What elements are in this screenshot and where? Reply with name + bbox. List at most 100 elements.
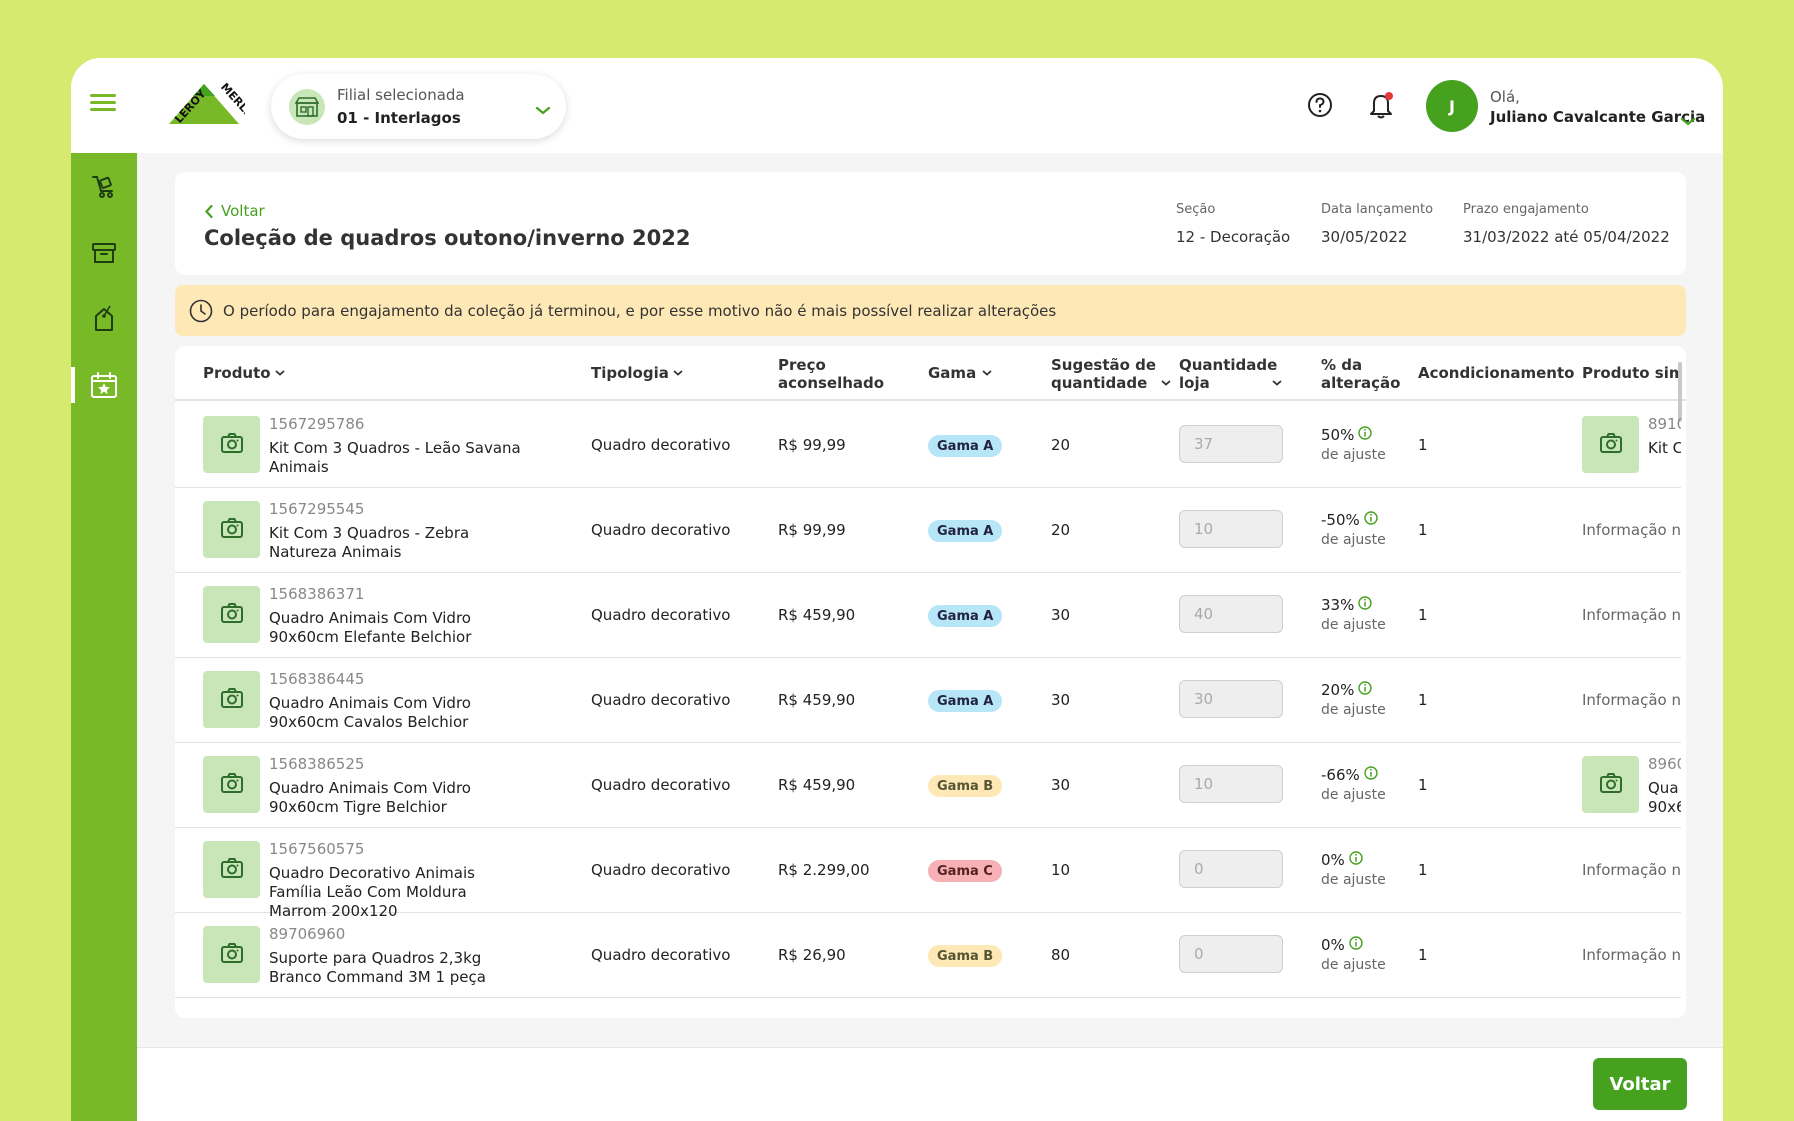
meta-label: Data lançamento	[1321, 202, 1434, 217]
change-percent-caption: de ajuste	[1321, 702, 1386, 718]
column-header-sugestao[interactable]: Sugestão de quantidade	[1051, 356, 1172, 392]
product-name: Quadro Animais Com Vidro 90x60cm Tigre B…	[269, 779, 471, 816]
info-icon[interactable]	[1349, 936, 1363, 954]
column-header-produto[interactable]: Produto	[203, 364, 286, 382]
meta-label: Prazo engajamento	[1463, 202, 1589, 217]
info-icon[interactable]	[1358, 681, 1373, 699]
camera-icon	[220, 602, 244, 628]
table-header: Produto Tipologia Preço aconselhado Gama …	[175, 346, 1686, 401]
price-cell: R$ 2.299,00	[778, 861, 870, 879]
change-percent-caption: de ajuste	[1321, 447, 1386, 463]
chevron-left-icon	[205, 204, 213, 218]
store-quantity-input[interactable]	[1179, 595, 1283, 633]
column-header-gama[interactable]: Gama	[928, 364, 993, 382]
chevron-down-icon	[1272, 380, 1282, 386]
acondicionamento-cell: 1	[1418, 691, 1428, 709]
acondicionamento-cell: 1	[1418, 946, 1428, 964]
store-quantity-input[interactable]	[1179, 680, 1283, 718]
similar-product-image[interactable]	[1582, 416, 1639, 473]
leroy-merlin-logo[interactable]: LEROY MERLIN	[163, 78, 259, 128]
gama-badge: Gama B	[928, 945, 1003, 967]
column-header-tipologia[interactable]: Tipologia	[591, 364, 684, 382]
product-name: Kit Com 3 Quadros - Zebra Natureza Anima…	[269, 524, 470, 561]
change-percent: 0%	[1321, 851, 1363, 869]
camera-icon	[1599, 772, 1623, 798]
store-icon	[289, 89, 325, 125]
similar-product-code: 8960	[1648, 755, 1681, 773]
similar-product-image[interactable]	[1582, 756, 1639, 813]
camera-icon	[220, 517, 244, 543]
page-title: Coleção de quadros outono/inverno 2022	[204, 226, 691, 250]
suggested-quantity-cell: 20	[1051, 436, 1071, 454]
column-header-produto-similar: Produto simil	[1582, 364, 1681, 382]
change-percent-caption: de ajuste	[1321, 617, 1386, 633]
similar-product-info: Informação n	[1582, 691, 1681, 709]
product-image[interactable]	[203, 586, 260, 643]
price-cell: R$ 459,90	[778, 691, 856, 709]
product-image[interactable]	[203, 671, 260, 728]
meta-engagement-deadline: Prazo engajamento 31/03/2022 até 05/04/2…	[1463, 202, 1670, 246]
product-image[interactable]	[203, 756, 260, 813]
sidebar-item-tag[interactable]	[71, 297, 137, 341]
branch-selector[interactable]: Filial selecionada 01 - Interlagos	[271, 74, 566, 139]
column-header-quantidade[interactable]: Quantidade loja	[1179, 356, 1283, 392]
chevron-down-icon	[982, 370, 992, 376]
sidebar-item-cart[interactable]	[71, 165, 137, 209]
info-icon[interactable]	[1358, 596, 1373, 614]
tipologia-cell: Quadro decorativo	[591, 776, 731, 794]
product-code: 1568386525	[269, 755, 365, 773]
product-image[interactable]	[203, 501, 260, 558]
cart-icon	[92, 176, 113, 198]
price-cell: R$ 459,90	[778, 776, 856, 794]
table-row: 1568386371 Quadro Animais Com Vidro 90x60…	[175, 573, 1681, 658]
acondicionamento-cell: 1	[1418, 861, 1428, 879]
tag-icon	[95, 305, 113, 331]
product-name: Suporte para Quadros 2,3kg Branco Comman…	[269, 949, 486, 986]
product-image[interactable]	[203, 416, 260, 473]
store-quantity-input[interactable]	[1179, 765, 1283, 803]
table-scrollbar[interactable]	[1678, 362, 1682, 422]
avatar[interactable]: J	[1426, 80, 1478, 132]
greeting-text: Olá,	[1490, 88, 1520, 106]
info-icon[interactable]	[1364, 511, 1378, 529]
store-quantity-input[interactable]	[1179, 510, 1283, 548]
meta-section: Seção 12 - Decoração	[1176, 202, 1290, 246]
gama-badge: Gama A	[928, 605, 1003, 627]
product-code: 1568386371	[269, 585, 365, 603]
info-icon[interactable]	[1349, 851, 1363, 869]
product-image[interactable]	[203, 841, 260, 898]
table-row: 1567560575 Quadro Decorativo Animais Famí…	[175, 828, 1681, 920]
voltar-button[interactable]: Voltar	[1593, 1058, 1687, 1110]
gama-badge: Gama A	[928, 690, 1003, 712]
chevron-down-icon	[673, 370, 683, 376]
product-name: Kit Com 3 Quadros - Leão Savana Animais	[269, 439, 521, 476]
camera-icon	[220, 432, 244, 458]
change-percent-caption: de ajuste	[1321, 787, 1386, 803]
main-content: Voltar Coleção de quadros outono/inverno…	[137, 153, 1723, 1121]
store-quantity-input[interactable]	[1179, 425, 1283, 463]
branch-value: 01 - Interlagos	[337, 109, 461, 127]
chevron-down-icon[interactable]	[1680, 111, 1696, 130]
sidebar-item-collections[interactable]	[71, 363, 137, 407]
similar-product-info: Informação n	[1582, 946, 1681, 964]
chevron-down-icon[interactable]	[535, 100, 551, 119]
camera-icon	[220, 857, 244, 883]
user-name[interactable]: Juliano Cavalcante Garcia	[1490, 108, 1706, 126]
store-quantity-input[interactable]	[1179, 850, 1283, 888]
sidebar-item-archive[interactable]	[71, 231, 137, 275]
help-icon[interactable]	[1307, 92, 1333, 118]
info-icon[interactable]	[1364, 766, 1378, 784]
change-percent: 20%	[1321, 681, 1373, 699]
suggested-quantity-cell: 30	[1051, 606, 1071, 624]
bell-icon[interactable]	[1368, 90, 1396, 120]
change-percent-caption: de ajuste	[1321, 957, 1386, 973]
menu-icon[interactable]	[90, 94, 116, 114]
info-icon[interactable]	[1358, 426, 1373, 444]
table-row: 1567295786 Kit Com 3 Quadros - Leão Savan…	[175, 403, 1681, 488]
back-link[interactable]: Voltar	[205, 202, 265, 220]
store-quantity-input[interactable]	[1179, 935, 1283, 973]
product-code: 1568386445	[269, 670, 365, 688]
product-image[interactable]	[203, 926, 260, 983]
similar-product-info: Informação n	[1582, 606, 1681, 624]
collection-header-card: Voltar Coleção de quadros outono/inverno…	[175, 172, 1686, 275]
